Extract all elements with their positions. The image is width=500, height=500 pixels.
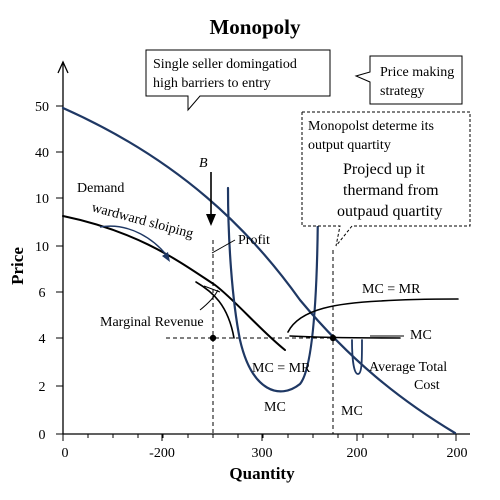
- curves: [61, 106, 459, 435]
- average-total-cost-curve: [351, 339, 363, 375]
- x-tick-label-1: -200: [149, 446, 175, 461]
- x-ticks: [62, 434, 457, 441]
- y-tick-label-1: 2: [39, 380, 46, 395]
- mc-mr-lower-label: MC = MR: [252, 361, 311, 376]
- mc-bottom-label: MC: [264, 400, 286, 415]
- callout-output-big-line2: thermand from: [343, 182, 439, 199]
- callout-barriers-line1: Single seller domingatiod: [153, 57, 297, 72]
- callout-output-line1: Monopolst determe its: [308, 119, 434, 134]
- y-tick-label-3: 6: [39, 286, 46, 301]
- x-tick-label-3: 200: [347, 446, 368, 461]
- b-marker-arrowhead: [206, 214, 216, 226]
- profit-pointer: [211, 239, 236, 254]
- mr-tick-mark: [203, 285, 221, 293]
- atc-label-line2: Cost: [414, 378, 440, 393]
- callout-output-line2: output quartity: [308, 138, 391, 153]
- callout-output-big-line3: outpaud quartity: [337, 203, 442, 220]
- callout-price-making-bubble: [354, 55, 463, 105]
- atc-label-line1: Average Total: [369, 360, 447, 375]
- callout-output-big-line1: Projecd up it: [343, 161, 425, 178]
- marginal-revenue-pointer: [199, 289, 219, 311]
- profit-label: Profit: [238, 233, 270, 248]
- marginal-revenue-curve: [61, 106, 457, 435]
- y-ticks: [56, 105, 63, 435]
- y-tick-label-5: 10: [35, 192, 49, 207]
- y-axis-arrowhead: [57, 60, 69, 74]
- callout-price-making-line1: Price making: [380, 65, 454, 80]
- callout-output-bubble: [301, 111, 471, 247]
- mc-mr-curve: [287, 298, 459, 333]
- mc-right-label: MC: [410, 328, 432, 343]
- y-tick-label-2: 4: [39, 332, 46, 347]
- mc-mr-upper-label: MC = MR: [362, 282, 421, 297]
- demand-label: Demand: [77, 181, 124, 196]
- sloping-arrow: [99, 225, 169, 258]
- callout-price-making-line2: strategy: [380, 84, 424, 99]
- x-axis-title: Quantity: [229, 464, 295, 483]
- mc-u-curve: [226, 186, 320, 393]
- callout-price-making: Price making strategy: [354, 55, 463, 105]
- y-axis-title: Price: [8, 247, 27, 285]
- y-tick-label-0: 0: [39, 428, 46, 443]
- callout-output: Monopolst determe its output quartity Pr…: [301, 111, 471, 247]
- chart-title: Monopoly: [209, 15, 301, 39]
- mc-axis-label: MC: [341, 404, 363, 419]
- y-tick-label-4: 10: [35, 240, 49, 255]
- demand-segment: [195, 281, 235, 339]
- y-tick-label-6: 40: [35, 146, 49, 161]
- x-tick-label-0: 0: [62, 446, 69, 461]
- b-marker-label: B: [199, 156, 208, 171]
- equilibrium-point-left: [209, 334, 217, 342]
- guide-lines: [166, 240, 334, 434]
- equilibrium-point-right: [329, 334, 337, 342]
- callout-barriers: Single seller domingatiod high barriers …: [145, 49, 331, 112]
- sloping-arrowhead: [162, 252, 170, 262]
- axes: [57, 60, 470, 435]
- callout-barriers-line2: high barriers to entry: [153, 76, 271, 91]
- demand-curve: [62, 215, 286, 351]
- x-tick-label-4: 200: [447, 446, 468, 461]
- x-tick-label-2: 300: [252, 446, 273, 461]
- sloping-label: wardward sloiping: [90, 200, 195, 242]
- callout-barriers-bubble: [145, 49, 331, 112]
- marginal-revenue-label: Marginal Revenue: [100, 315, 204, 330]
- y-tick-label-7: 50: [35, 100, 49, 115]
